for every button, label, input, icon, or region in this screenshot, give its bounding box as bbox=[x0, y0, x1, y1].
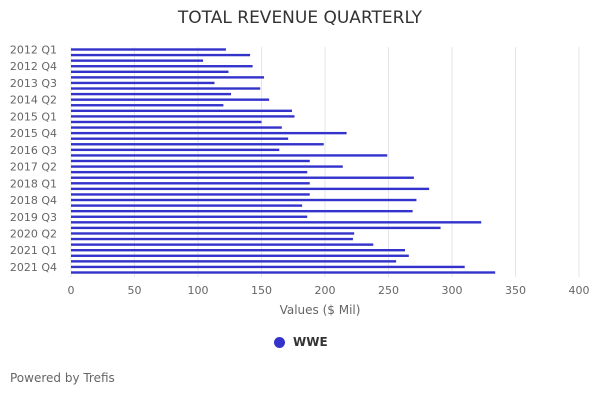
x-axis-label: Values ($ Mil) bbox=[280, 303, 361, 317]
bar bbox=[71, 115, 295, 118]
bar bbox=[71, 98, 270, 101]
y-tick-label: 2018 Q4 bbox=[10, 194, 57, 207]
bar bbox=[71, 53, 251, 57]
y-tick-label: 2020 Q2 bbox=[10, 227, 57, 240]
legend-label: WWE bbox=[293, 335, 328, 349]
x-tick-label: 0 bbox=[68, 284, 75, 297]
bar bbox=[71, 187, 430, 191]
bar bbox=[71, 92, 232, 96]
bar bbox=[71, 120, 262, 124]
x-tick-label: 100 bbox=[188, 284, 209, 297]
bar bbox=[71, 249, 406, 252]
bar bbox=[71, 159, 310, 163]
y-tick-label: 2012 Q4 bbox=[10, 60, 57, 73]
y-tick-label: 2013 Q3 bbox=[10, 77, 57, 90]
y-tick-label: 2015 Q1 bbox=[10, 110, 57, 123]
bar bbox=[71, 131, 347, 135]
x-tick-label: 400 bbox=[569, 284, 590, 297]
y-tick-label: 2019 Q3 bbox=[10, 211, 57, 224]
legend-marker bbox=[274, 336, 285, 348]
x-tick-label: 200 bbox=[315, 284, 336, 297]
bar bbox=[71, 193, 310, 196]
chart-title: TOTAL REVENUE QUARTERLY bbox=[177, 8, 423, 28]
bar bbox=[71, 170, 308, 174]
bar bbox=[71, 182, 310, 185]
bar bbox=[71, 198, 417, 202]
bar bbox=[71, 265, 465, 269]
bar bbox=[71, 137, 289, 140]
y-tick-label: 2017 Q2 bbox=[10, 161, 57, 174]
bar bbox=[71, 215, 308, 218]
bar bbox=[71, 271, 496, 274]
bar bbox=[71, 254, 409, 257]
bar bbox=[71, 148, 280, 152]
bar bbox=[71, 243, 374, 246]
bar bbox=[71, 204, 303, 207]
y-tick-label: 2021 Q1 bbox=[10, 244, 57, 257]
bar bbox=[71, 232, 355, 235]
powered-by: Powered by Trefis bbox=[10, 371, 115, 385]
x-tick-label: 250 bbox=[378, 284, 399, 297]
bar bbox=[71, 104, 224, 107]
x-tick-label: 150 bbox=[251, 284, 272, 297]
bar bbox=[71, 176, 414, 179]
bar bbox=[71, 48, 226, 51]
bar bbox=[71, 76, 265, 79]
bar bbox=[71, 70, 229, 73]
y-tick-label: 2012 Q1 bbox=[10, 44, 57, 57]
x-tick-label: 300 bbox=[442, 284, 463, 297]
bar bbox=[71, 165, 343, 168]
bar bbox=[71, 154, 388, 157]
x-tick-label: 350 bbox=[505, 284, 526, 297]
bar bbox=[71, 237, 353, 241]
y-tick-label: 2021 Q4 bbox=[10, 261, 57, 274]
bar bbox=[71, 143, 324, 146]
bar bbox=[71, 221, 482, 224]
bar bbox=[71, 65, 253, 68]
bar bbox=[71, 260, 397, 263]
bar bbox=[71, 126, 282, 129]
bar bbox=[71, 81, 215, 85]
y-tick-label: 2014 Q2 bbox=[10, 94, 57, 107]
bar bbox=[71, 59, 204, 62]
bar bbox=[71, 226, 441, 230]
bar bbox=[71, 87, 261, 90]
legend[interactable]: WWE bbox=[274, 335, 328, 349]
y-tick-label: 2015 Q4 bbox=[10, 127, 57, 140]
y-tick-label: 2016 Q3 bbox=[10, 144, 57, 157]
y-tick-label: 2018 Q1 bbox=[10, 177, 57, 190]
x-tick-label: 50 bbox=[128, 284, 142, 297]
bar bbox=[71, 209, 413, 213]
bar bbox=[71, 109, 292, 113]
